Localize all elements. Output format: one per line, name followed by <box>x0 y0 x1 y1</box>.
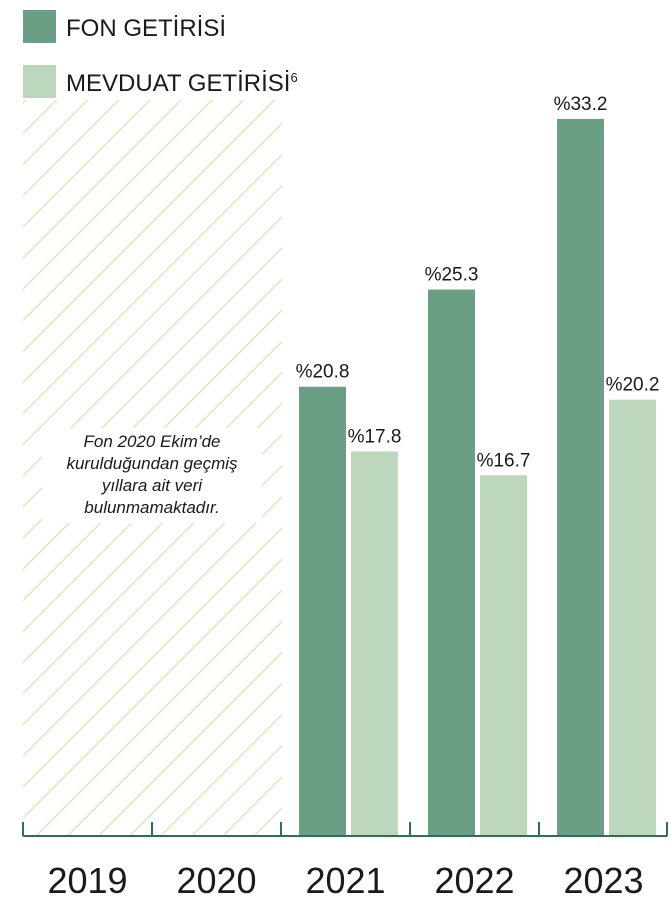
legend-footnote-marker: 6 <box>290 70 297 85</box>
bar-group <box>299 118 656 836</box>
legend-swatch-fund <box>23 10 56 43</box>
x-axis-label-2022: 2022 <box>434 860 514 901</box>
bar-deposit-2021 <box>351 451 398 836</box>
bar-fund-2022 <box>428 289 475 836</box>
bar-value-labels: %20.8 %17.8 %25.3 %16.7 %33.2 %20.2 <box>296 94 660 471</box>
x-axis-ticks <box>22 822 668 836</box>
legend-label-fund: FON GETİRİSİ <box>66 15 226 42</box>
legend-label-deposit-text: MEVDUAT GETİRİSİ <box>66 70 290 97</box>
legend-swatch-deposit <box>23 65 56 98</box>
x-axis-label-2021: 2021 <box>305 860 385 901</box>
bar-label-fund-2022: %25.3 <box>425 265 479 286</box>
legend-label-fund-text: FON GETİRİSİ <box>66 15 226 42</box>
bar-fund-2021 <box>299 386 346 836</box>
x-axis-labels: 2019 2020 2021 2022 2023 <box>47 860 643 901</box>
x-axis-label-2023: 2023 <box>563 860 643 901</box>
bar-deposit-2023 <box>609 399 656 836</box>
legend-label-deposit: MEVDUAT GETİRİSİ6 <box>66 70 298 97</box>
bar-label-fund-2023: %33.2 <box>554 94 608 115</box>
x-axis-label-2019: 2019 <box>47 860 127 901</box>
bar-deposit-2022 <box>480 475 527 836</box>
bar-label-fund-2021: %20.8 <box>296 362 350 383</box>
bar-label-deposit-2023: %20.2 <box>606 375 660 396</box>
bar-label-deposit-2022: %16.7 <box>477 450 531 471</box>
bar-label-deposit-2021: %17.8 <box>348 427 402 448</box>
no-data-note: Fon 2020 Ekim’de kurulduğundan geçmiş yı… <box>42 428 262 523</box>
x-axis-label-2020: 2020 <box>176 860 256 901</box>
bar-fund-2023 <box>557 118 604 836</box>
